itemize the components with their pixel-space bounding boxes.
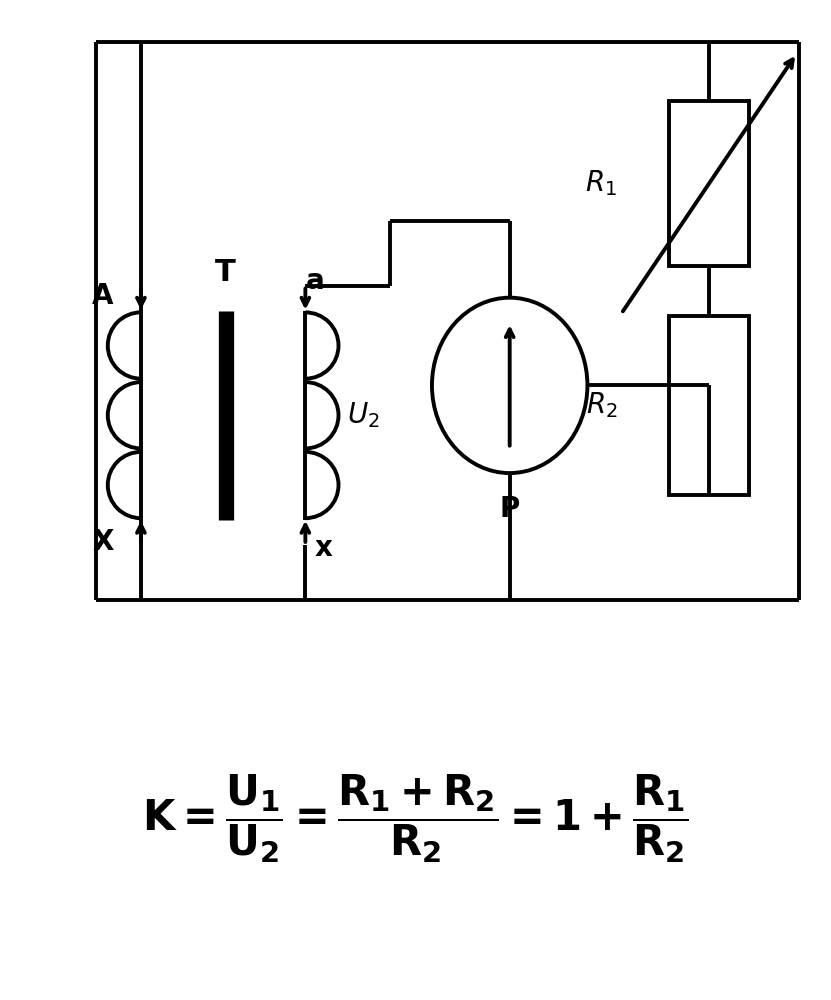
Text: $R_2$: $R_2$: [586, 390, 617, 420]
Text: P: P: [499, 495, 520, 523]
Text: $\mathbf{K = \dfrac{U_1}{U_2} = \dfrac{R_1 + R_2}{R_2} = 1 + \dfrac{R_1}{R_2}}$: $\mathbf{K = \dfrac{U_1}{U_2} = \dfrac{R…: [142, 773, 688, 865]
Text: $U_2$: $U_2$: [347, 400, 380, 430]
Text: A: A: [92, 282, 114, 310]
Bar: [669, 101, 749, 266]
Bar: [669, 316, 749, 495]
Text: a: a: [306, 267, 325, 295]
Text: T: T: [215, 258, 236, 287]
Text: x: x: [314, 534, 332, 562]
Text: X: X: [92, 528, 114, 556]
Text: $R_1$: $R_1$: [585, 168, 617, 198]
